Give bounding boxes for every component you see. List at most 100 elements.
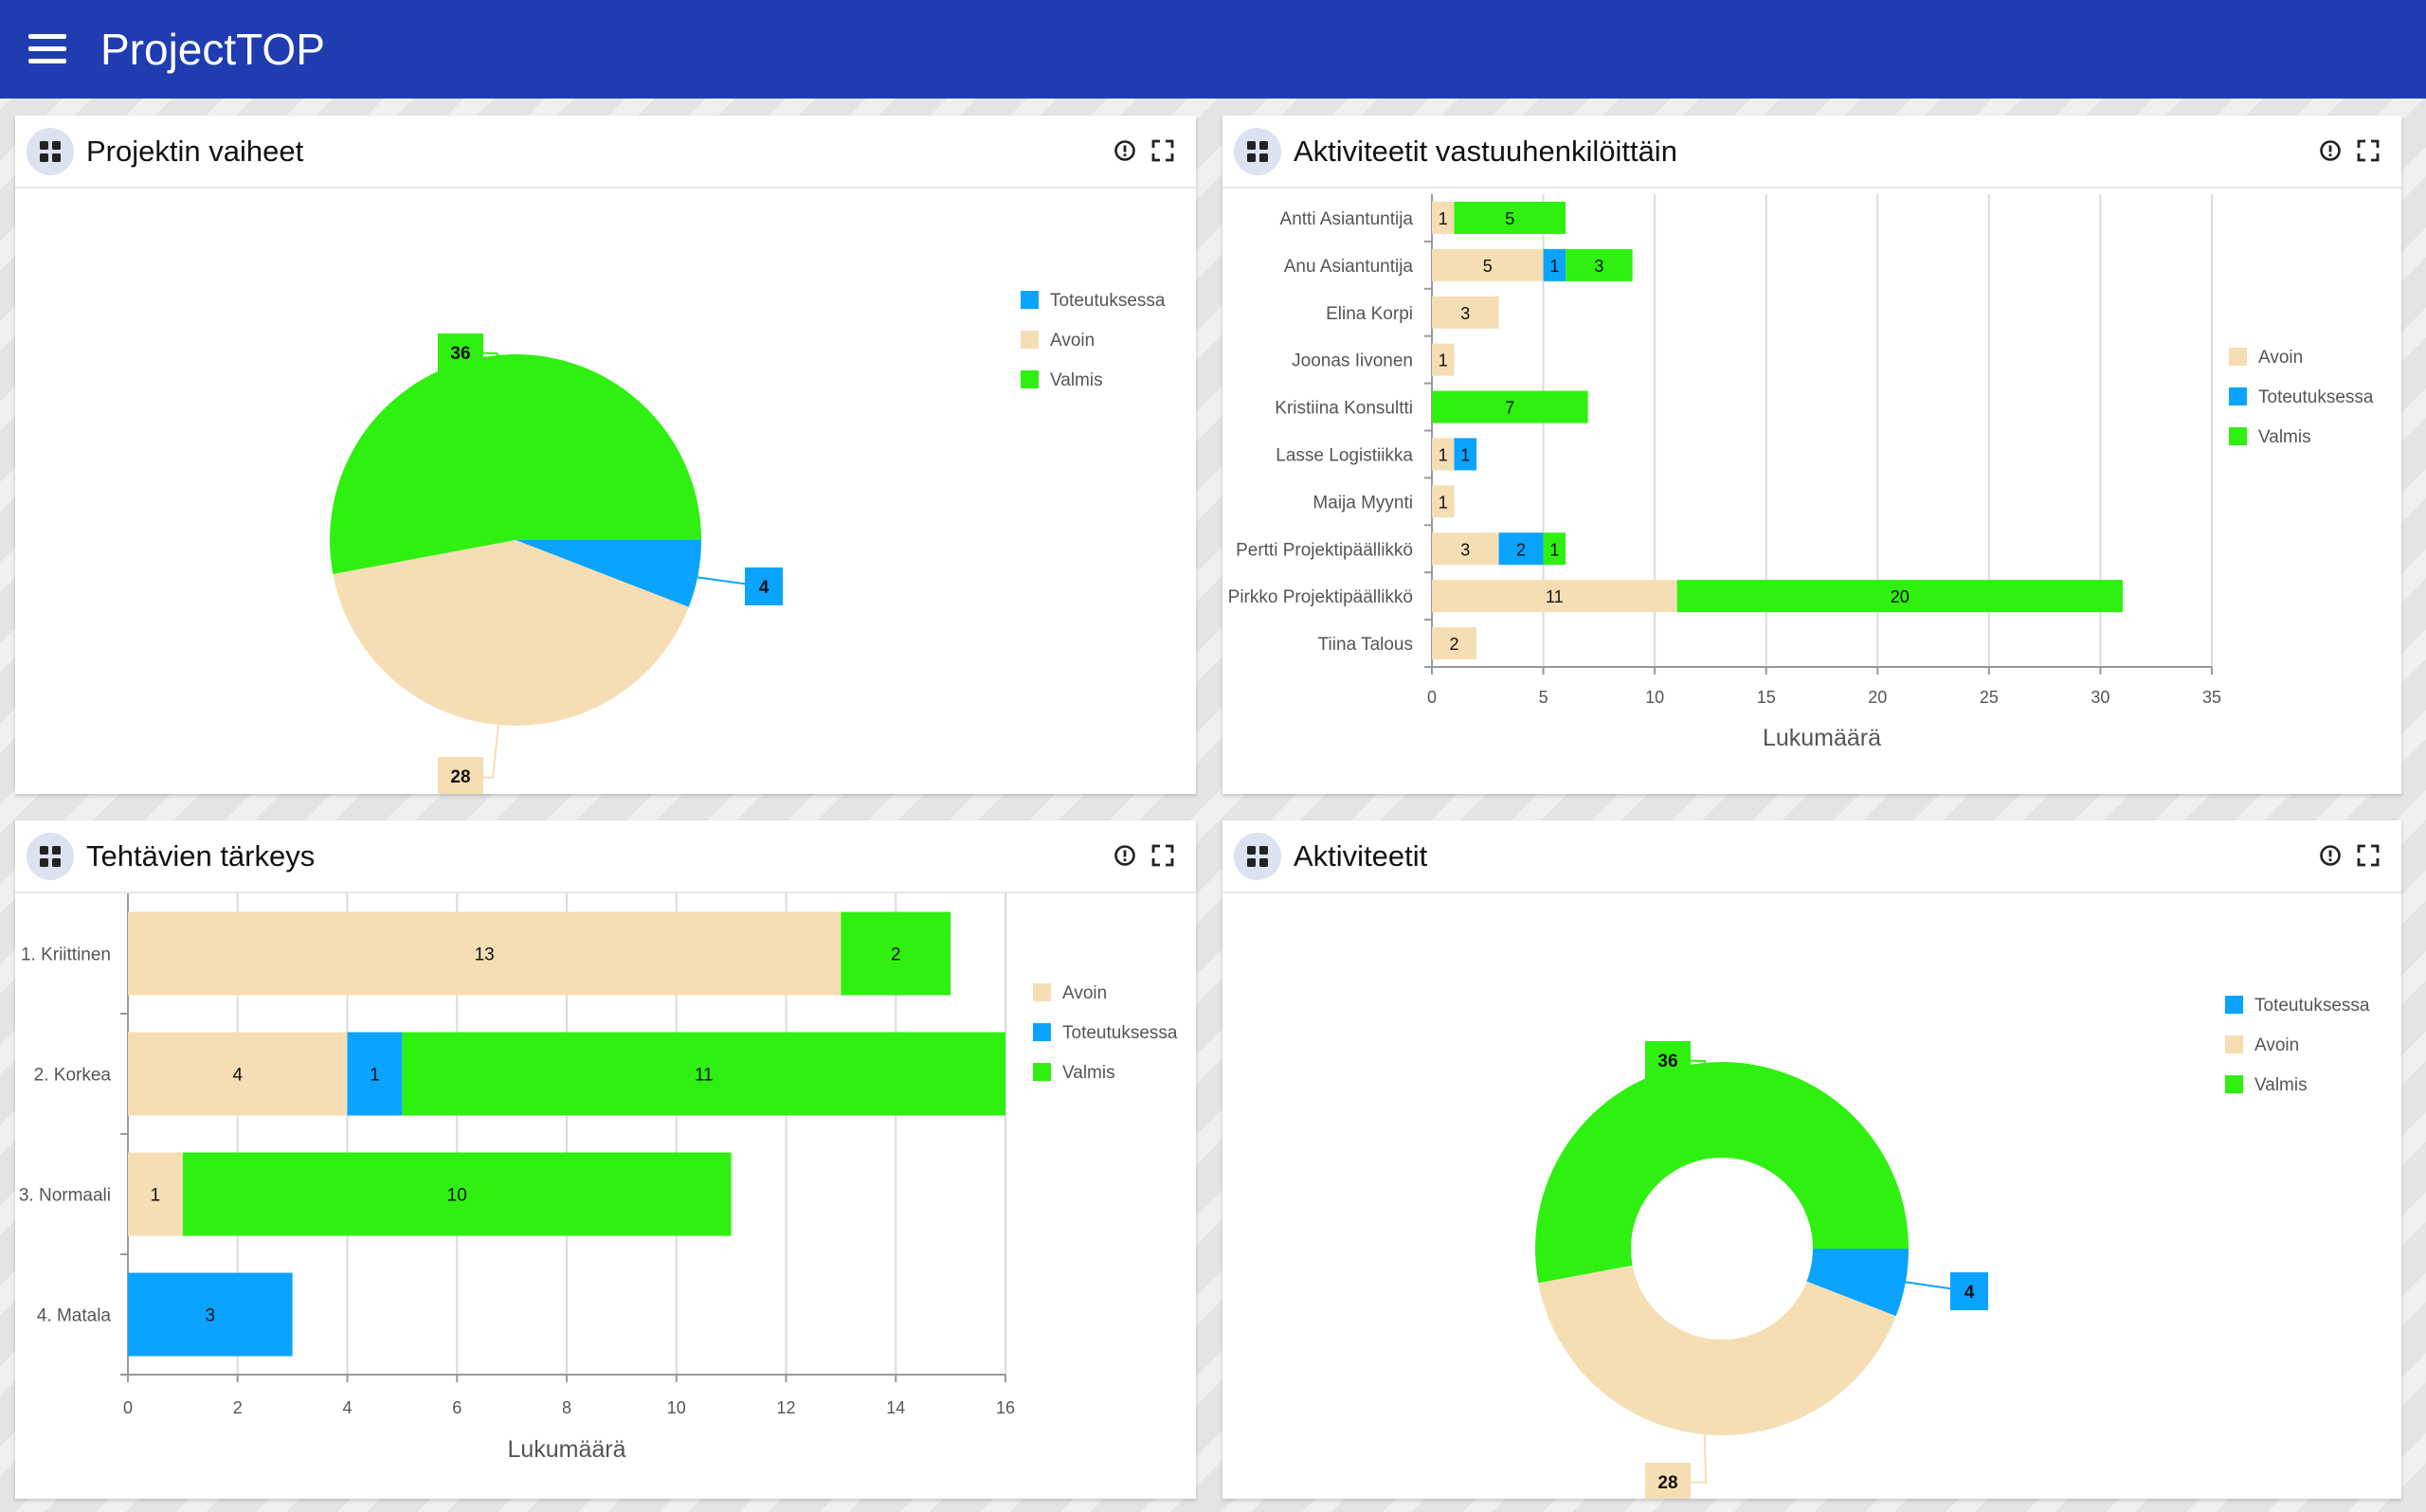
bar-toteutuksessa	[1543, 248, 1566, 281]
pie-slice-toteutuksessa	[516, 540, 701, 607]
data-label-avoin: 1	[1439, 445, 1448, 464]
callout-line-toteutuksessa	[1903, 1281, 1970, 1292]
card-title: Tehtävien tärkeys	[86, 839, 316, 873]
data-label-avoin: 1	[1439, 351, 1448, 370]
callout-line-toteutuksessa	[692, 573, 765, 587]
fullscreen-icon[interactable]	[1149, 136, 1177, 165]
bar-avoin	[1432, 296, 1499, 329]
info-icon[interactable]	[1111, 136, 1139, 165]
callout-box-valmis	[438, 333, 483, 371]
card-body: Avoin Toteutuksessa Valmis 0 5 10 15 20 25 30 35 An…	[1222, 189, 2401, 794]
x-tick-label: 14	[886, 1398, 905, 1417]
legend-swatch-valmis	[2225, 1075, 2243, 1093]
data-label-toteutuksessa: 3	[206, 1306, 216, 1326]
data-label-valmis: 5	[1505, 209, 1514, 228]
x-tick-label: 15	[1757, 688, 1776, 707]
data-label-toteutuksessa: 1	[370, 1066, 380, 1086]
callout-box-avoin	[438, 757, 483, 795]
data-label-avoin: 1	[151, 1186, 161, 1206]
bar-valmis	[1543, 532, 1566, 566]
bar-avoin	[1432, 438, 1455, 471]
y-tick-label: Maija Myynti	[1313, 493, 1413, 513]
fullscreen-icon[interactable]	[2354, 136, 2382, 165]
legend-label-valmis: Valmis	[1050, 370, 1103, 390]
data-label-avoin: 4	[232, 1066, 243, 1086]
bar-toteutuksessa	[128, 1272, 293, 1357]
legend-label-valmis: Valmis	[2258, 427, 2311, 447]
bar-valmis	[1432, 390, 1588, 423]
card-header: Aktiviteetit vastuuhenkilöittäin	[1222, 116, 2401, 189]
x-tick-label: 5	[1539, 688, 1548, 707]
x-tick-label: 30	[2091, 688, 2109, 707]
dashboard-widget-icon	[27, 128, 74, 175]
data-label-valmis: 3	[1594, 257, 1603, 276]
bar-avoin	[128, 1152, 183, 1236]
fullscreen-icon[interactable]	[2354, 841, 2382, 870]
data-label-avoin: 1	[1439, 493, 1448, 512]
app-title: ProjectTOP	[100, 25, 325, 74]
card-tehtavien-tarkeys: Tehtävien tärkeys Avoin Toteutuksessa Valm…	[15, 820, 1196, 1499]
legend-label-avoin: Avoin	[1050, 331, 1095, 351]
legend-label-avoin: Avoin	[1062, 983, 1107, 1003]
bar-avoin	[1432, 248, 1544, 281]
x-tick-label: 20	[1868, 688, 1887, 707]
y-tick-label: 4. Matala	[37, 1306, 112, 1326]
legend-label-toteutuksessa: Toteutuksessa	[1062, 1023, 1178, 1043]
x-tick-label: 0	[1427, 688, 1437, 707]
y-tick-label: 3. Normaali	[19, 1186, 111, 1206]
x-axis-label: Lukumäärä	[1763, 725, 1881, 751]
hamburger-menu-icon[interactable]	[28, 34, 66, 64]
data-label-valmis: 36	[1657, 1052, 1677, 1071]
legend-swatch-toteutuksessa	[1021, 291, 1039, 309]
info-icon[interactable]	[2316, 841, 2345, 870]
pie-slice-avoin	[333, 540, 689, 727]
data-label-valmis: 7	[1505, 399, 1514, 418]
x-axis-label: Lukumäärä	[507, 1436, 625, 1463]
bar-avoin	[128, 1032, 348, 1116]
legend-swatch-valmis	[1021, 370, 1039, 388]
dashboard-widget-icon	[1234, 128, 1281, 175]
pie-slice-valmis	[330, 353, 701, 575]
bar-valmis	[1676, 580, 2123, 613]
dashboard-widget-icon	[1234, 833, 1281, 880]
legend-swatch-avoin	[1033, 983, 1051, 1001]
y-tick-label: 2. Korkea	[34, 1066, 112, 1086]
card-body: Toteutuksessa Avoin Valmis 4 28 36	[1222, 893, 2401, 1501]
y-tick-label: Joonas Iivonen	[1292, 351, 1413, 371]
legend-label-valmis: Valmis	[1062, 1063, 1115, 1083]
card-title: Projektin vaiheet	[86, 135, 304, 168]
bar-toteutuksessa	[1498, 532, 1544, 566]
data-label-valmis: 36	[450, 344, 470, 364]
legend-swatch-toteutuksessa	[2229, 387, 2247, 405]
legend-swatch-avoin	[2229, 348, 2247, 366]
x-tick-label: 10	[1645, 688, 1664, 707]
y-tick-label: Antti Asiantuntija	[1280, 209, 1414, 229]
data-label-valmis: 10	[447, 1186, 467, 1206]
data-label-valmis: 1	[1549, 540, 1559, 559]
data-label-valmis: 11	[695, 1066, 714, 1086]
bar-valmis	[1454, 201, 1566, 234]
card-header: Projektin vaiheet	[15, 116, 1196, 189]
y-tick-label: Anu Asiantuntija	[1284, 257, 1414, 277]
pie-slice-avoin	[1538, 1265, 1896, 1435]
bar-valmis	[402, 1032, 1005, 1116]
info-icon[interactable]	[1111, 841, 1139, 870]
fullscreen-icon[interactable]	[1149, 841, 1177, 870]
pie-slice-toteutuksessa	[1806, 1249, 1909, 1317]
data-label-avoin: 11	[1546, 587, 1564, 606]
y-tick-label: Lasse Logistiikka	[1276, 445, 1413, 465]
bar-avoin	[1432, 627, 1477, 660]
x-tick-label: 35	[2202, 688, 2221, 707]
bar-valmis	[841, 911, 951, 996]
bar-valmis	[1566, 248, 1633, 281]
info-icon[interactable]	[2316, 136, 2345, 165]
x-tick-label: 25	[1980, 688, 1999, 707]
data-label-avoin: 3	[1460, 540, 1470, 559]
pie-slice-valmis	[1535, 1061, 1909, 1284]
x-tick-label: 10	[667, 1398, 686, 1417]
bar-avoin	[128, 911, 842, 996]
callout-box-toteutuksessa	[1950, 1272, 1988, 1310]
x-tick-label: 6	[452, 1398, 462, 1417]
